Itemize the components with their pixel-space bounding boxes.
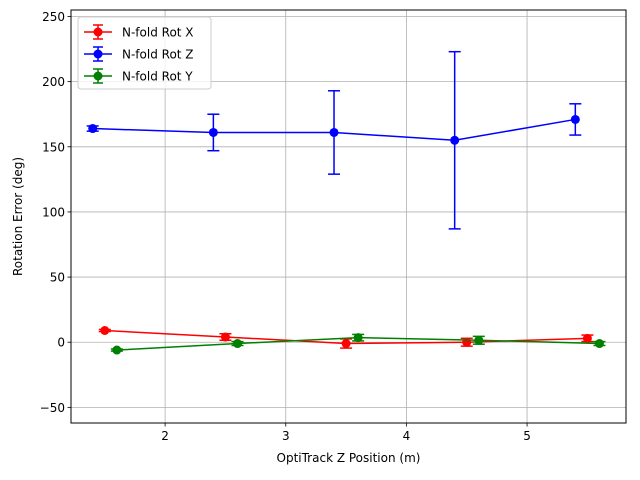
data-point: [582, 333, 592, 343]
data-point: [100, 325, 110, 335]
data-point: [220, 332, 230, 342]
x-tick-label: 4: [403, 429, 411, 443]
y-tick-label: 0: [57, 336, 65, 350]
legend-marker: [93, 71, 103, 81]
data-point: [450, 135, 460, 145]
legend-marker: [93, 49, 103, 59]
data-point: [341, 339, 351, 349]
plot-frame: [70, 9, 627, 424]
legend: N-fold Rot X N-fold Rot Z N-fold Rot Y: [77, 16, 212, 90]
y-tick-label: 50: [50, 271, 65, 285]
data-point: [474, 335, 484, 345]
data-point: [88, 124, 98, 134]
legend-box: [77, 16, 212, 90]
legend-label: N-fold Rot Y: [122, 70, 193, 84]
legend-label: N-fold Rot X: [122, 26, 194, 40]
data-point: [462, 337, 472, 347]
x-axis-label: OptiTrack Z Position (m): [277, 451, 421, 465]
data-point: [594, 339, 604, 349]
data-point: [208, 127, 218, 137]
x-tick-label: 3: [282, 429, 290, 443]
legend-marker: [93, 27, 103, 37]
y-tick-label: 100: [42, 205, 65, 219]
series: [98, 325, 594, 349]
x-tick-label: 2: [161, 429, 169, 443]
y-tick-label: 250: [42, 10, 65, 24]
series: [86, 50, 582, 230]
x-tick-label: 5: [523, 429, 531, 443]
y-tick-label: 150: [42, 140, 65, 154]
axis-ticks: 2 3 4 5 −50 0 50 100 150 200 250: [40, 10, 531, 443]
y-tick-label: 200: [42, 75, 65, 89]
data-point: [329, 127, 339, 137]
series-layer: [86, 50, 606, 355]
y-axis-label: Rotation Error (deg): [11, 157, 25, 276]
series: [110, 333, 606, 355]
data-point: [353, 333, 363, 343]
data-point: [112, 345, 122, 355]
data-point: [233, 339, 242, 349]
y-tick-label: −50: [40, 401, 65, 415]
data-point: [570, 114, 580, 124]
legend-label: N-fold Rot Z: [122, 48, 194, 62]
